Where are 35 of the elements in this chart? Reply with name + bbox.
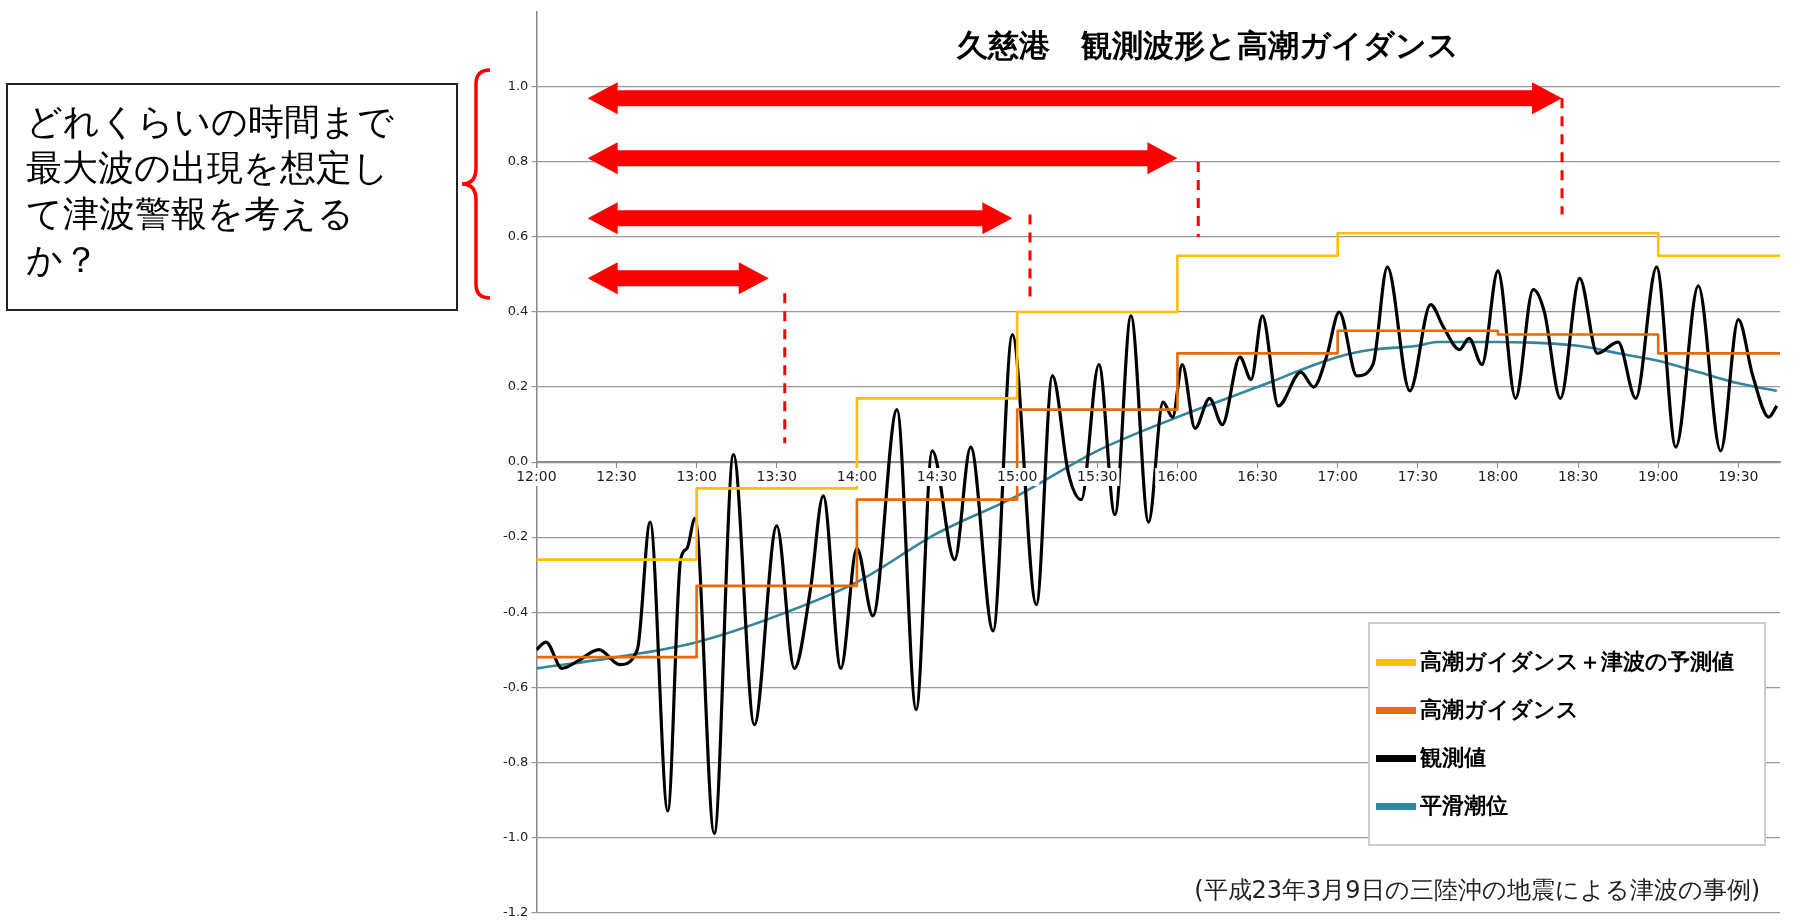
x-tick-label: 18:30 xyxy=(1557,467,1599,484)
y-tick-label: 0.0 xyxy=(507,453,529,469)
x-tick-label: 17:00 xyxy=(1317,467,1358,484)
x-tick-label: 15:30 xyxy=(1077,467,1118,484)
x-tick-label: 15:00 xyxy=(996,467,1038,484)
y-tick-label: -0.2 xyxy=(502,528,529,544)
y-tick-label: -1.2 xyxy=(502,903,529,919)
callout-box: どれくらいの時間まで最大波の出現を想定して津波警報を考えるか？ xyxy=(6,83,458,311)
legend-label: 高潮ガイダンス xyxy=(1420,696,1579,725)
text: 久慈港 観測波形と高潮ガイダンス xyxy=(956,27,1460,64)
y-tick-label: 0.4 xyxy=(507,303,529,319)
x-tick-label: 16:00 xyxy=(1157,467,1198,484)
x-tick-label: 14:30 xyxy=(916,467,958,484)
x-tick-label: 12:30 xyxy=(596,467,637,484)
x-tick-label: 13:00 xyxy=(676,467,717,484)
x-tick-label: 13:30 xyxy=(756,467,797,484)
y-tick-label: -0.8 xyxy=(502,753,529,769)
x-tick-label: 17:30 xyxy=(1397,467,1438,484)
x-tick-label: 19:00 xyxy=(1638,467,1679,484)
legend-label: 平滑潮位 xyxy=(1420,792,1508,821)
y-tick-label: 1.0 xyxy=(507,78,529,94)
y-tick-label: -0.4 xyxy=(502,603,529,619)
x-tick-label: 14:00 xyxy=(836,467,878,484)
x-tick-label: 16:30 xyxy=(1237,467,1278,484)
annotation: (平成23年3月9日の三陸沖の地震による津波の事例) xyxy=(1194,876,1760,905)
y-tick-label: -1.0 xyxy=(502,828,529,844)
legend-label: 観測値 xyxy=(1420,744,1486,773)
y-tick-label: 0.6 xyxy=(507,228,529,244)
x-tick-label: 18:00 xyxy=(1477,467,1519,484)
y-tick-label: 0.2 xyxy=(507,378,529,394)
x-tick-label: 19:30 xyxy=(1718,467,1759,484)
x-tick-label: 12:00 xyxy=(516,467,557,484)
y-tick-label: -0.6 xyxy=(502,678,529,694)
y-tick-label: 0.8 xyxy=(507,153,529,169)
legend-label: 高潮ガイダンス＋津波の予測値 xyxy=(1420,648,1734,677)
